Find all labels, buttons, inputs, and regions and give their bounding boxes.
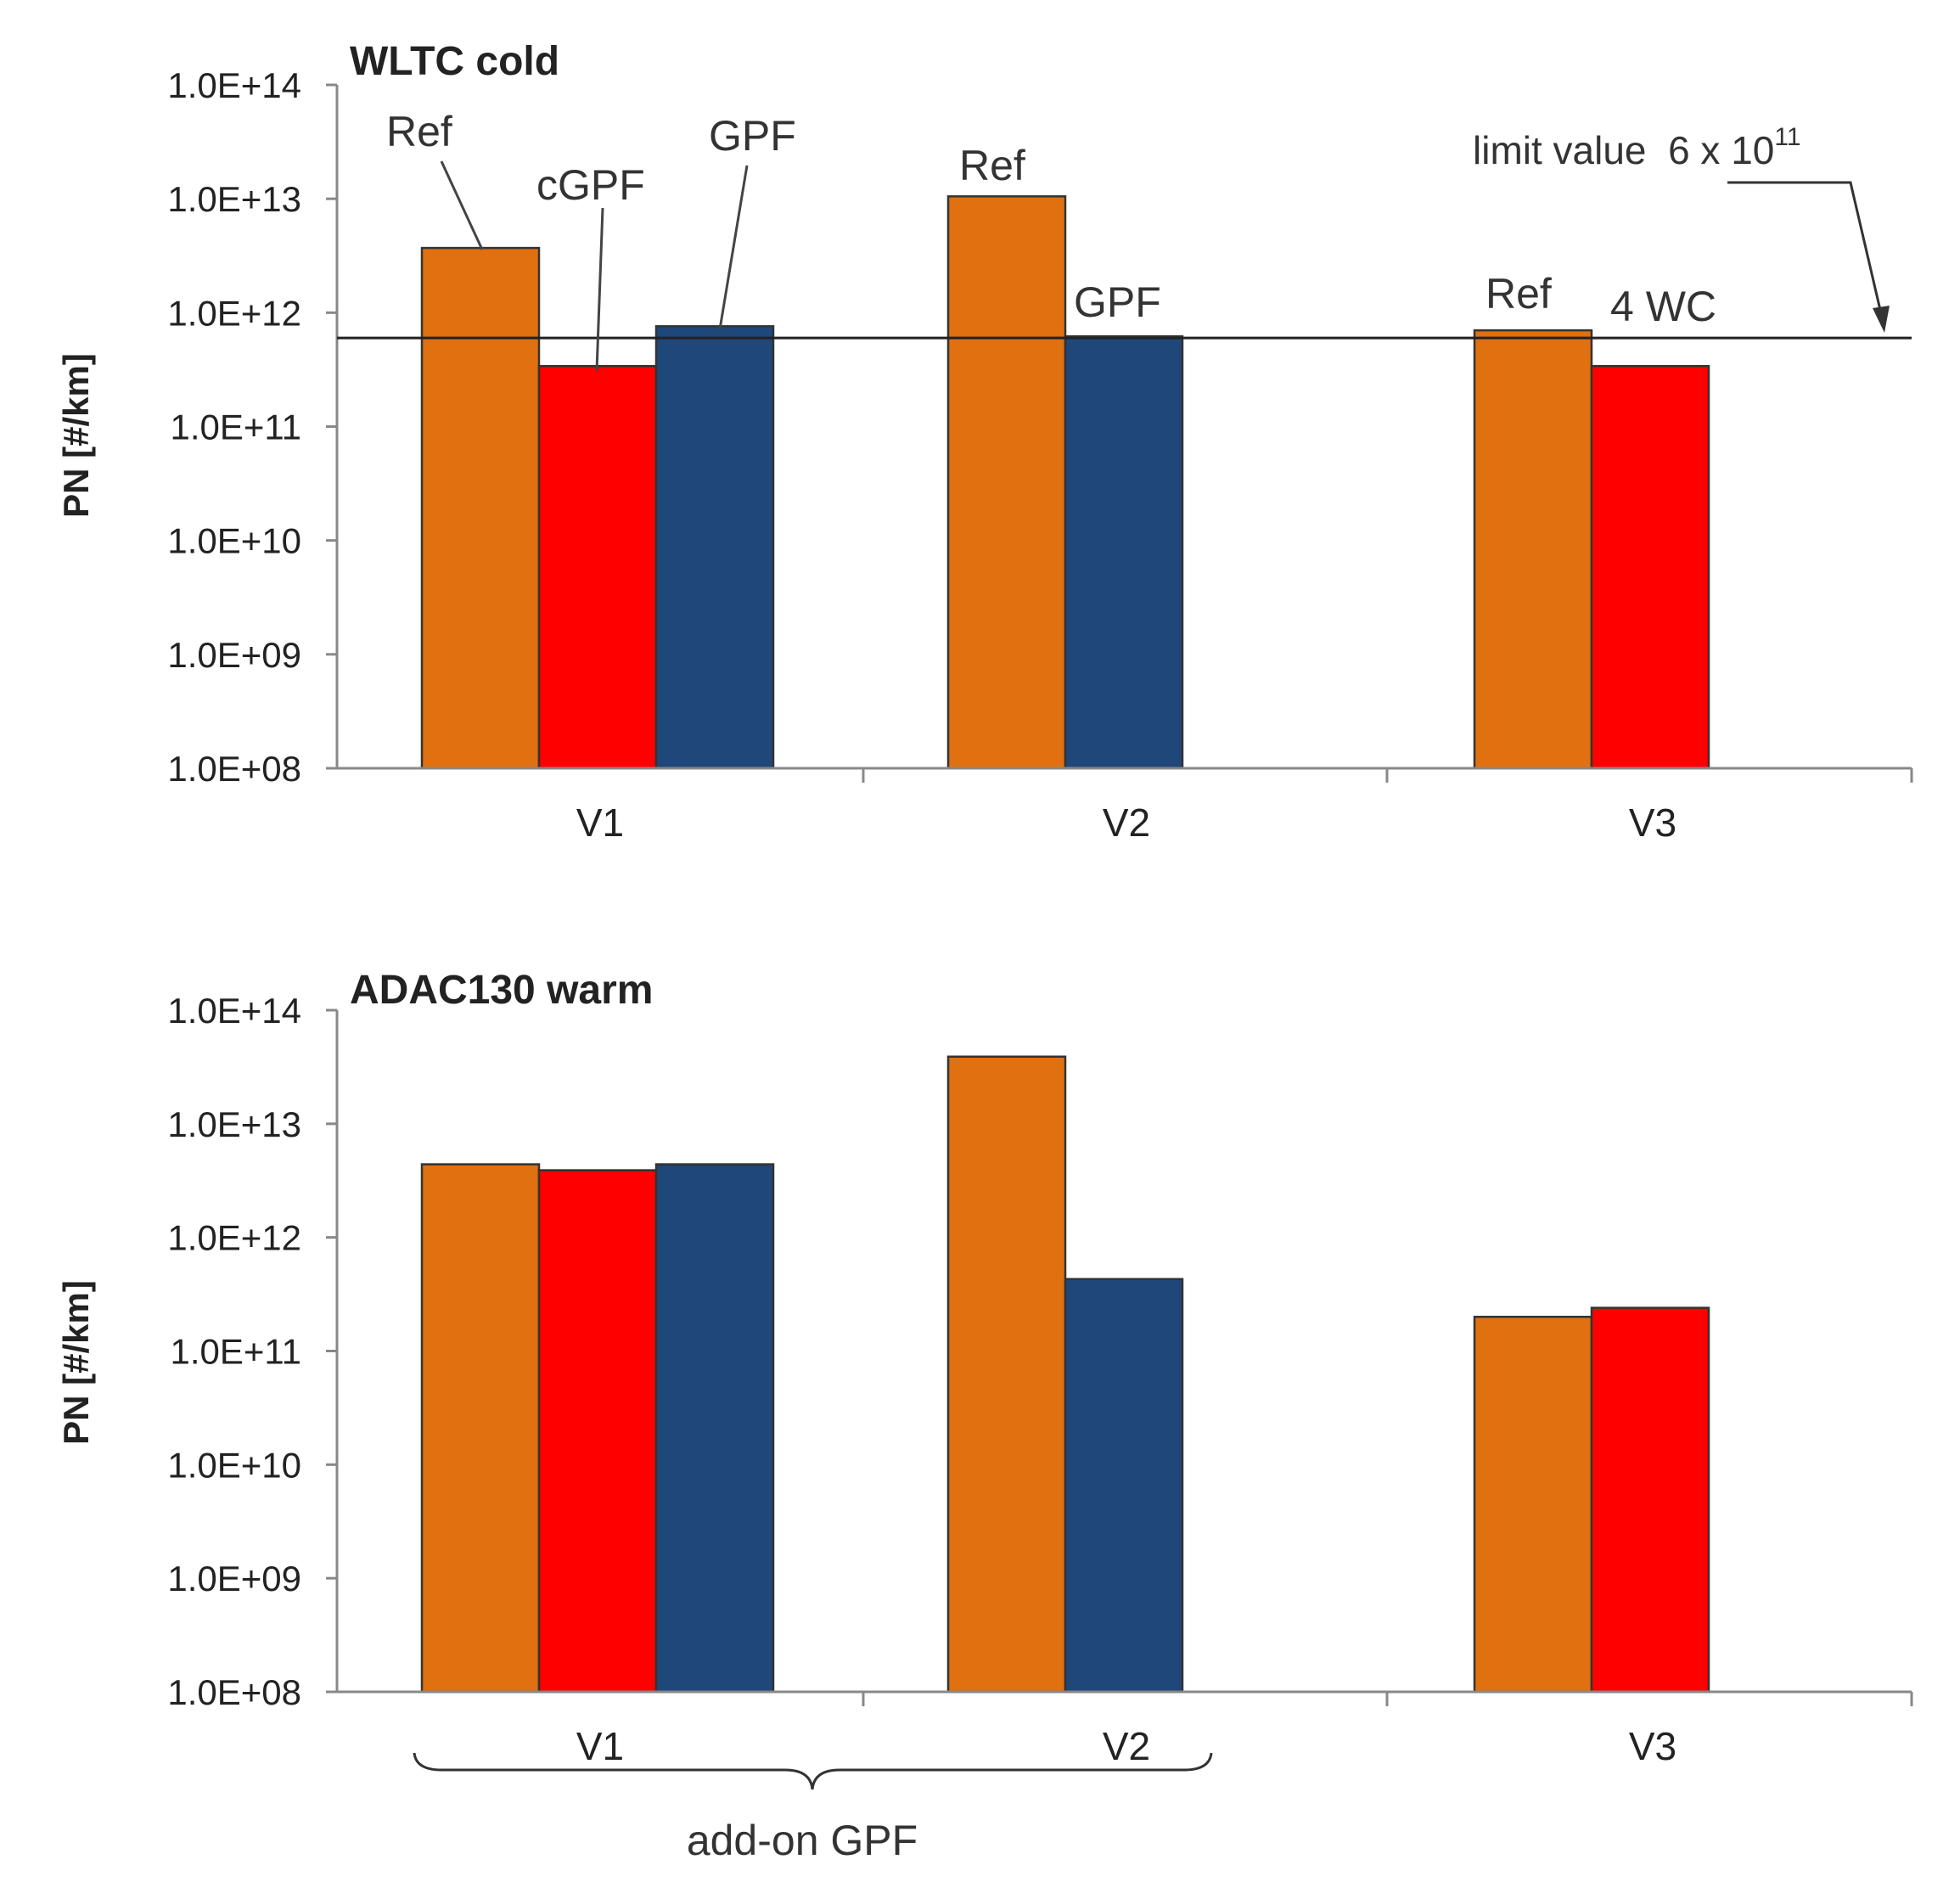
bar-v1-red <box>537 364 658 770</box>
y-axis-tick-marks <box>326 1008 337 1694</box>
annotation-v1-gpf: GPF <box>709 112 796 160</box>
chart-title: ADAC130 warm <box>350 968 653 1013</box>
bar-v3-red <box>1590 364 1710 770</box>
annotation-v1-cgpf: cGPF <box>536 161 645 209</box>
bar-v1-ref <box>420 1163 541 1694</box>
x-tick-label: V1 <box>576 1724 624 1768</box>
x-tick-label: V3 <box>1629 801 1676 845</box>
limit-value-exponent: 11 <box>1774 123 1800 151</box>
y-tick-labels: 1.0E+08 1.0E+09 1.0E+10 1.0E+11 1.0E+12 1.0E+… <box>167 991 301 1712</box>
y-tick-label: 1.0E+09 <box>167 635 301 675</box>
chart-wltc-cold: WLTC cold PN [#/km] 1.0E+08 1.0E+09 1.0E+1… <box>56 39 1913 845</box>
y-tick-label: 1.0E+11 <box>170 407 301 447</box>
y-tick-label: 1.0E+10 <box>167 521 301 561</box>
bar-v1-gpf <box>654 325 775 770</box>
bar-v3-red <box>1590 1306 1710 1694</box>
bar-v1-gpf <box>654 1163 775 1694</box>
x-tick-label: V3 <box>1629 1724 1676 1768</box>
y-tick-label: 1.0E+14 <box>167 991 301 1031</box>
bar-v1-ref <box>420 246 541 770</box>
annotation-v2-gpf: GPF <box>1074 278 1161 326</box>
y-tick-label: 1.0E+08 <box>167 749 301 789</box>
annotation-limit-value: limit value 6 x 1011 <box>1473 123 1801 172</box>
x-tick-label: V1 <box>576 801 624 845</box>
y-tick-label: 1.0E+10 <box>167 1445 301 1485</box>
annotation-v3-4wc: 4 WC <box>1610 283 1716 330</box>
y-tick-label: 1.0E+11 <box>170 1332 301 1372</box>
annotations: Ref cGPF GPF Ref GPF Ref 4 WC limit valu… <box>386 108 1890 372</box>
y-axis-tick-marks <box>326 83 337 770</box>
bar-v3-ref <box>1473 329 1593 770</box>
y-tick-label: 1.0E+13 <box>167 1104 301 1144</box>
y-tick-labels: 1.0E+08 1.0E+09 1.0E+10 1.0E+11 1.0E+12 1.0E+… <box>167 65 301 789</box>
chart-title: WLTC cold <box>350 39 559 84</box>
annotation-v1-ref: Ref <box>386 108 452 155</box>
bar-series <box>420 1055 1710 1694</box>
axes <box>326 83 1913 783</box>
arrow-head <box>1873 306 1890 333</box>
y-tick-label: 1.0E+09 <box>167 1559 301 1598</box>
y-tick-label: 1.0E+13 <box>167 179 301 219</box>
brace-label: add-on GPF <box>687 1817 918 1864</box>
add-on-gpf-brace <box>413 1752 1213 1790</box>
bar-v2-gpf <box>1064 1278 1184 1694</box>
limit-value-arrow <box>1727 181 1884 322</box>
y-axis-label: PN [#/km] <box>56 353 96 518</box>
bar-v2-gpf <box>1064 334 1184 770</box>
x-tick-label: V2 <box>1103 801 1150 845</box>
leader-v1-gpf <box>718 165 749 330</box>
chart-adac130-warm: ADAC130 warm PN [#/km] 1.0E+081.0E+091.0… <box>56 968 1913 1864</box>
y-axis-label: PN [#/km] <box>56 1280 96 1445</box>
y-tick-label: 1.0E+12 <box>167 293 301 333</box>
annotation-v2-ref: Ref <box>959 142 1025 189</box>
bar-v2-ref <box>946 1055 1067 1694</box>
x-tick-label: V2 <box>1103 1724 1150 1768</box>
y-tick-label: 1.0E+08 <box>167 1672 301 1712</box>
axes <box>326 1008 1913 1706</box>
x-tick-labels: V1 V2 V3 <box>576 801 1676 845</box>
bar-v3-ref <box>1473 1315 1593 1694</box>
y-tick-label: 1.0E+12 <box>167 1218 301 1258</box>
bar-series <box>420 195 1710 770</box>
y-tick-label: 1.0E+14 <box>167 65 301 105</box>
limit-value-text: limit value 6 x 10 <box>1473 128 1774 172</box>
x-tick-labels: V1 V2 V3 <box>576 1724 1676 1768</box>
bar-v2-ref <box>946 195 1067 770</box>
bar-v1-red <box>537 1169 658 1694</box>
leader-v1-cgpf <box>595 207 604 372</box>
annotation-v3-ref: Ref <box>1485 270 1552 317</box>
leader-v1-ref <box>440 160 484 250</box>
